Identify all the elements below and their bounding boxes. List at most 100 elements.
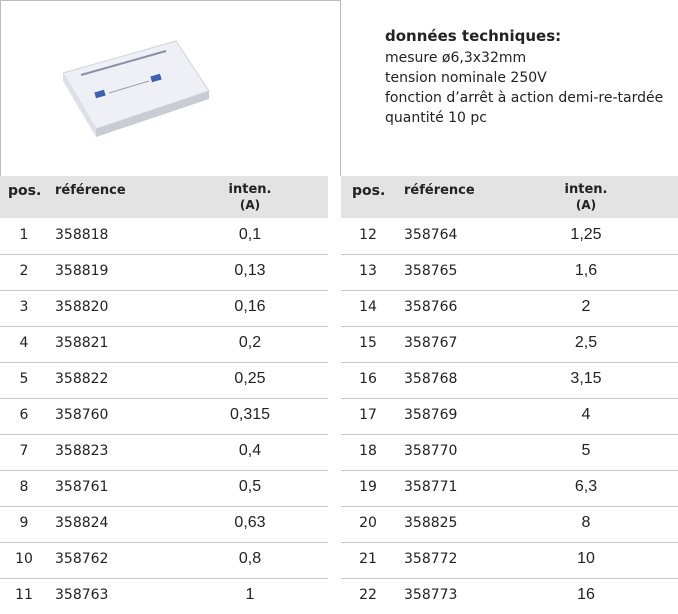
current-cell: 0,63: [210, 514, 290, 532]
current-cell: 16: [546, 586, 626, 604]
pos-cell: 1: [4, 227, 44, 243]
product-image-box: [0, 0, 341, 176]
header-current: inten.: [556, 182, 616, 197]
header-unit: (A): [220, 198, 280, 212]
current-cell: 0,5: [210, 478, 290, 496]
current-cell: 0,13: [210, 262, 290, 280]
current-cell: 5: [546, 442, 626, 460]
table-row: 7 358823 0,4: [0, 434, 328, 471]
pos-cell: 9: [4, 515, 44, 531]
table-header: pos. référence inten.(A): [0, 176, 328, 218]
product-image: [1, 1, 340, 176]
table-row: 9 358824 0,63: [0, 506, 328, 543]
pos-cell: 21: [348, 551, 388, 567]
pos-cell: 4: [4, 335, 44, 351]
reference-cell: 358822: [55, 371, 108, 387]
spec-line: quantité 10 pc: [385, 108, 665, 128]
pos-cell: 6: [4, 407, 44, 423]
reference-cell: 358773: [404, 587, 457, 603]
pos-cell: 22: [348, 587, 388, 603]
pos-cell: 10: [4, 551, 44, 567]
pos-cell: 19: [348, 479, 388, 495]
header-current: inten.: [220, 182, 280, 197]
reference-cell: 358765: [404, 263, 457, 279]
reference-cell: 358770: [404, 443, 457, 459]
pos-cell: 15: [348, 335, 388, 351]
pos-cell: 7: [4, 443, 44, 459]
reference-cell: 358766: [404, 299, 457, 315]
pos-cell: 16: [348, 371, 388, 387]
table-row: 19 358771 6,3: [341, 470, 678, 507]
table-row: 2 358819 0,13: [0, 254, 328, 291]
current-cell: 0,4: [210, 442, 290, 460]
reference-cell: 358763: [55, 587, 108, 603]
table-row: 8 358761 0,5: [0, 470, 328, 507]
current-cell: 8: [546, 514, 626, 532]
reference-cell: 358772: [404, 551, 457, 567]
reference-cell: 358769: [404, 407, 457, 423]
table-row: 1 358818 0,1: [0, 218, 328, 255]
spec-line: mesure ø6,3x32mm: [385, 48, 665, 68]
reference-cell: 358762: [55, 551, 108, 567]
current-cell: 1: [210, 586, 290, 604]
current-cell: 0,1: [210, 226, 290, 244]
pos-cell: 14: [348, 299, 388, 315]
table-row: 21 358772 10: [341, 542, 678, 579]
table-row: 3 358820 0,16: [0, 290, 328, 327]
pos-cell: 12: [348, 227, 388, 243]
table-row: 6 358760 0,315: [0, 398, 328, 435]
table-row: 12 358764 1,25: [341, 218, 678, 255]
pos-cell: 20: [348, 515, 388, 531]
current-cell: 0,25: [210, 370, 290, 388]
pos-cell: 8: [4, 479, 44, 495]
table-header: pos. référence inten.(A): [341, 176, 678, 218]
spec-line: tension nominale 250V: [385, 68, 665, 88]
reference-cell: 358771: [404, 479, 457, 495]
reference-cell: 358820: [55, 299, 108, 315]
spec-line: fonction d’arrêt à action demi-re-tardée: [385, 88, 665, 108]
pos-cell: 5: [4, 371, 44, 387]
header-reference: référence: [404, 183, 475, 198]
current-cell: 2,5: [546, 334, 626, 352]
header-pos: pos.: [8, 183, 41, 199]
header-unit: (A): [556, 198, 616, 212]
current-cell: 3,15: [546, 370, 626, 388]
reference-cell: 358824: [55, 515, 108, 531]
current-cell: 0,16: [210, 298, 290, 316]
reference-cell: 358760: [55, 407, 108, 423]
spec-title: données techniques:: [385, 26, 665, 46]
table-row: 11 358763 1: [0, 578, 328, 614]
current-cell: 4: [546, 406, 626, 424]
header-reference: référence: [55, 183, 126, 198]
pos-cell: 18: [348, 443, 388, 459]
table-row: 5 358822 0,25: [0, 362, 328, 399]
reference-cell: 358819: [55, 263, 108, 279]
table-row: 18 358770 5: [341, 434, 678, 471]
reference-cell: 358768: [404, 371, 457, 387]
table-row: 17 358769 4: [341, 398, 678, 435]
current-cell: 0,8: [210, 550, 290, 568]
reference-cell: 358818: [55, 227, 108, 243]
pos-cell: 3: [4, 299, 44, 315]
pos-cell: 17: [348, 407, 388, 423]
header-pos: pos.: [352, 183, 385, 199]
current-cell: 0,315: [210, 406, 290, 424]
page: données techniques:mesure ø6,3x32mmtensi…: [0, 0, 678, 614]
current-cell: 10: [546, 550, 626, 568]
current-cell: 6,3: [546, 478, 626, 496]
table-row: 22 358773 16: [341, 578, 678, 614]
table-row: 10 358762 0,8: [0, 542, 328, 579]
current-cell: 1,6: [546, 262, 626, 280]
pos-cell: 11: [4, 587, 44, 603]
reference-cell: 358823: [55, 443, 108, 459]
current-cell: 1,25: [546, 226, 626, 244]
reference-cell: 358764: [404, 227, 457, 243]
reference-cell: 358761: [55, 479, 108, 495]
current-cell: 0,2: [210, 334, 290, 352]
pos-cell: 2: [4, 263, 44, 279]
